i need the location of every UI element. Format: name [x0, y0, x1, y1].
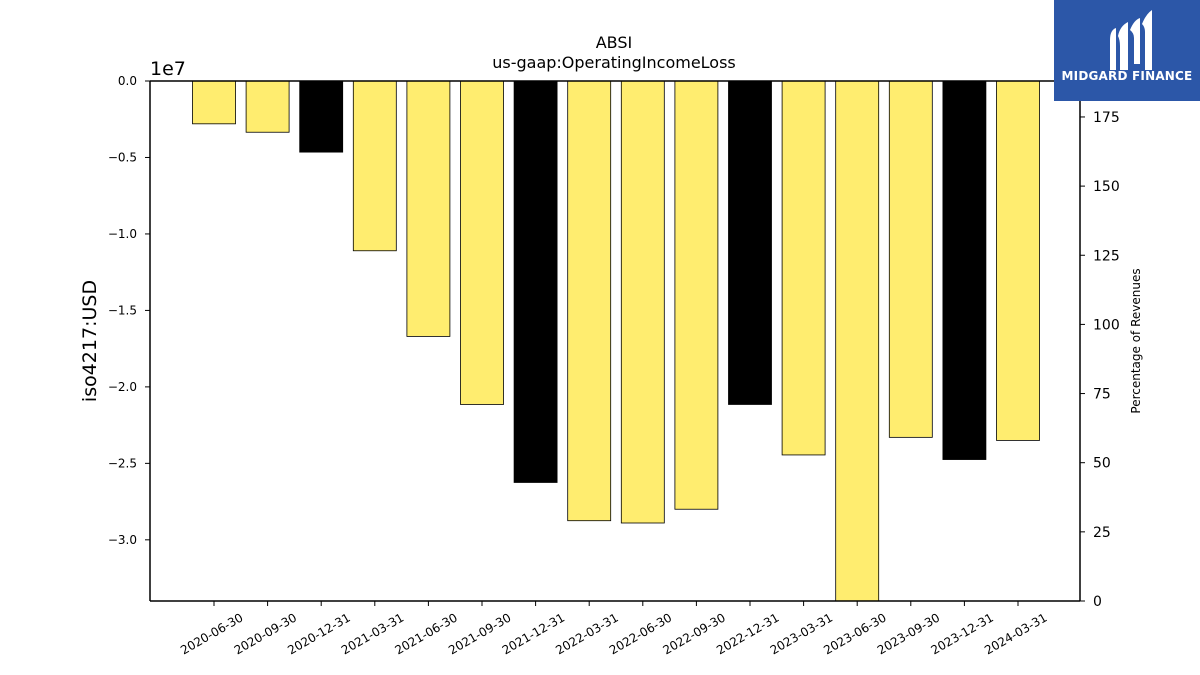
- bar-2022-09-30: [674, 80, 719, 510]
- y2-tick-label: 50: [1093, 456, 1111, 472]
- bar-2022-03-31: [567, 80, 612, 522]
- bar-2021-12-31: [513, 80, 558, 483]
- bar-2024-03-31: [996, 80, 1040, 441]
- y2-tick-label: 175: [1093, 110, 1120, 126]
- midgard-finance-logo: MIDGARD FINANCE: [1054, 0, 1200, 101]
- bar-2021-03-31: [352, 80, 397, 252]
- bar-2023-12-31: [942, 80, 987, 460]
- y2-tick-label: 150: [1093, 179, 1120, 195]
- y2-axis-label: Percentage of Revenues: [1129, 268, 1143, 413]
- y-tick-label: −2.5: [108, 456, 137, 470]
- y2-tick-label: 0: [1093, 594, 1102, 610]
- bar-2020-06-30: [192, 80, 236, 125]
- y-tick-label: −2.0: [108, 380, 137, 394]
- bar-2021-06-30: [406, 80, 451, 337]
- bar-2021-09-30: [460, 80, 504, 405]
- bar-2023-06-30: [835, 80, 880, 602]
- y-tick-label: −1.5: [108, 303, 137, 317]
- y-axis-offset-label: 1e7: [150, 58, 186, 80]
- y2-tick-label: 75: [1093, 387, 1111, 403]
- bar-2020-12-31: [299, 80, 344, 153]
- bar-2022-06-30: [620, 80, 665, 524]
- y2-tick-label: 25: [1093, 525, 1111, 541]
- y2-tick-label: 100: [1093, 317, 1120, 333]
- y-tick-label: −0.5: [108, 150, 137, 164]
- bars-group: [192, 80, 1040, 602]
- bar-2023-03-31: [781, 80, 826, 456]
- y-tick-label: 0.0: [118, 74, 137, 88]
- chart-subtitle: us-gaap:OperatingIncomeLoss: [492, 53, 736, 72]
- y-axis-label: iso4217:USD: [79, 280, 101, 402]
- bar-2022-12-31: [728, 80, 772, 405]
- chart-title: ABSI: [596, 33, 633, 52]
- y-tick-label: −1.0: [108, 227, 137, 241]
- y2-tick-label: 125: [1093, 248, 1120, 264]
- logo-text: MIDGARD FINANCE: [1061, 69, 1193, 83]
- midgard-logo-icon: [1110, 10, 1152, 70]
- y-tick-label: −3.0: [108, 533, 137, 547]
- bar-2020-09-30: [245, 80, 290, 133]
- bar-2023-09-30: [888, 80, 933, 438]
